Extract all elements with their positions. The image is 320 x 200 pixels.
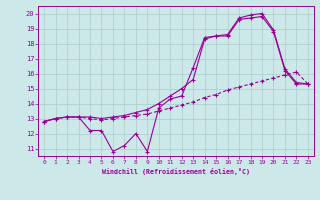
X-axis label: Windchill (Refroidissement éolien,°C): Windchill (Refroidissement éolien,°C) [102, 168, 250, 175]
